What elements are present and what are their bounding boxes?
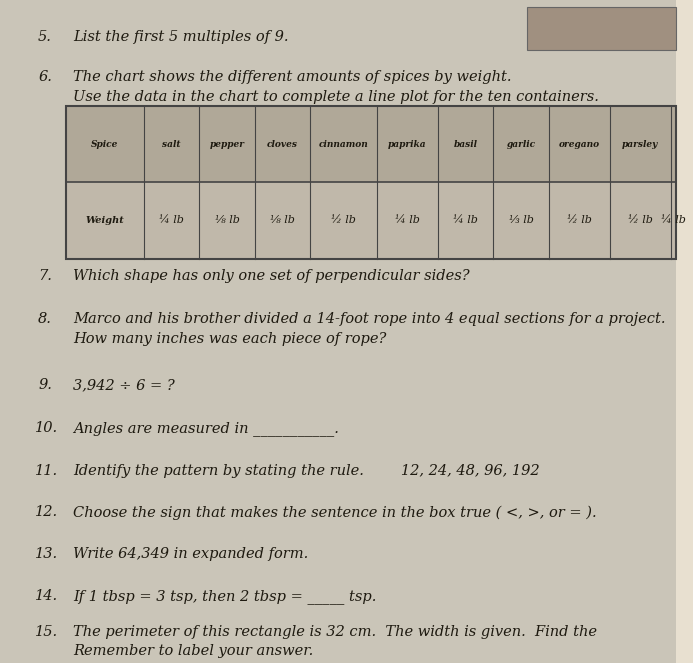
Text: Angles are measured in ___________.: Angles are measured in ___________.	[73, 421, 339, 436]
Bar	[66, 106, 676, 259]
Text: Weight: Weight	[85, 216, 124, 225]
Text: cinnamon: cinnamon	[319, 140, 369, 149]
Text: The chart shows the different amounts of spices by weight.: The chart shows the different amounts of…	[73, 70, 511, 84]
Text: 5.: 5.	[38, 30, 52, 44]
Text: 14.: 14.	[35, 589, 58, 603]
Text: ¼ lb: ¼ lb	[395, 215, 420, 225]
Text: Marco and his brother divided a 14-foot rope into 4 equal sections for a project: Marco and his brother divided a 14-foot …	[73, 312, 665, 326]
Text: ¼ lb: ¼ lb	[453, 215, 478, 225]
Bar	[527, 7, 676, 50]
Text: The perimeter of this rectangle is 32 cm.  The width is given.  Find the: The perimeter of this rectangle is 32 cm…	[73, 625, 597, 638]
Text: 13.: 13.	[35, 547, 58, 561]
Text: basil: basil	[454, 140, 477, 149]
Text: 11.: 11.	[35, 464, 58, 478]
Text: Identify the pattern by stating the rule.        12, 24, 48, 96, 192: Identify the pattern by stating the rule…	[73, 464, 539, 478]
Text: 7.: 7.	[38, 269, 52, 282]
Bar	[676, 0, 693, 663]
Text: salt: salt	[162, 140, 181, 149]
Text: ⅛ lb: ⅛ lb	[215, 215, 240, 225]
Text: 3,942 ÷ 6 = ?: 3,942 ÷ 6 = ?	[73, 378, 175, 392]
Text: Write 64,349 in expanded form.: Write 64,349 in expanded form.	[73, 547, 308, 561]
Text: 10.: 10.	[35, 421, 58, 435]
Text: ½ lb: ½ lb	[331, 215, 356, 225]
Text: Use the data in the chart to complete a line plot for the ten containers.: Use the data in the chart to complete a …	[73, 90, 599, 103]
Text: garlic: garlic	[507, 140, 536, 149]
Text: ⅛ lb: ⅛ lb	[270, 215, 295, 225]
Text: Remember to label your answer.: Remember to label your answer.	[73, 644, 313, 658]
Text: Choose the sign that makes the sentence in the box true ( <, >, or = ).: Choose the sign that makes the sentence …	[73, 505, 597, 520]
Text: ½ lb: ½ lb	[567, 215, 592, 225]
Text: ⅓ lb: ⅓ lb	[509, 215, 534, 225]
Text: 8.: 8.	[38, 312, 52, 326]
Text: Which shape has only one set of perpendicular sides?: Which shape has only one set of perpendi…	[73, 269, 469, 282]
Text: ¼ lb: ¼ lb	[661, 215, 686, 225]
Text: ¼ lb: ¼ lb	[159, 215, 184, 225]
Text: 12.: 12.	[35, 505, 58, 519]
Text: ½ lb: ½ lb	[628, 215, 653, 225]
Text: 15.: 15.	[35, 625, 58, 638]
Text: oregano: oregano	[559, 140, 600, 149]
Text: cloves: cloves	[267, 140, 298, 149]
Text: pepper: pepper	[209, 140, 245, 149]
Bar	[66, 106, 676, 259]
Text: Spice: Spice	[91, 140, 119, 149]
Text: 9.: 9.	[38, 378, 52, 392]
Text: paprika: paprika	[388, 140, 427, 149]
Text: If 1 tbsp = 3 tsp, then 2 tbsp = _____ tsp.: If 1 tbsp = 3 tsp, then 2 tbsp = _____ t…	[73, 589, 376, 603]
Text: How many inches was each piece of rope?: How many inches was each piece of rope?	[73, 332, 386, 345]
Text: List the first 5 multiples of 9.: List the first 5 multiples of 9.	[73, 30, 288, 44]
Text: parsley: parsley	[622, 140, 658, 149]
Text: 6.: 6.	[38, 70, 52, 84]
Bar	[66, 106, 676, 182]
